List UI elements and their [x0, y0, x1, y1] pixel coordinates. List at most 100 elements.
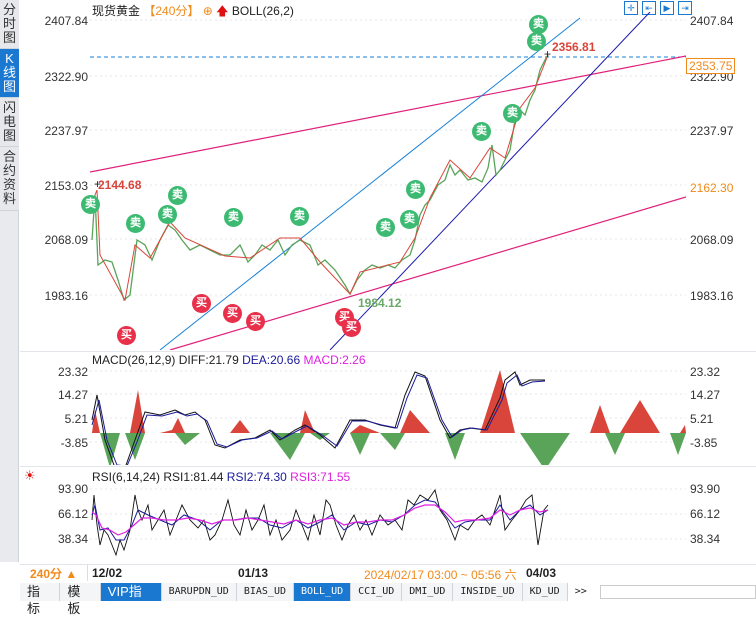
- macd-tick: 14.27: [57, 388, 88, 402]
- rsi1-value: RSI1:81.44: [163, 470, 224, 484]
- time-axis: [20, 564, 756, 582]
- panel-divider: [20, 351, 756, 352]
- rsi-tick-right: 66.12: [690, 507, 721, 521]
- sidebar-tab-contract[interactable]: 合约资料: [0, 147, 19, 211]
- sell-signal-icon[interactable]: 卖: [527, 32, 546, 51]
- y-tick-right: 1983.16: [690, 289, 734, 303]
- sun-settings-icon[interactable]: ☀: [24, 468, 36, 483]
- current-price-badge: 2353.75: [686, 58, 736, 74]
- indicator-search-box[interactable]: [599, 585, 756, 599]
- sell-signal-icon[interactable]: 卖: [168, 186, 187, 205]
- indicator-name: BOLL(26,2): [231, 4, 294, 18]
- sidebar: 分时图 K线图 闪电图 合约资料: [0, 0, 19, 562]
- indicator-tabs: 指标 模板 VIP指标 BARUPDN_UD BIAS_UD BOLL_UD C…: [20, 583, 756, 616]
- sell-signal-icon[interactable]: 卖: [126, 214, 145, 233]
- tab-boll[interactable]: BOLL_UD: [294, 583, 352, 601]
- macd-tick-right: -3.85: [690, 436, 718, 450]
- period-selector[interactable]: 240分 ▲: [20, 565, 88, 581]
- macd-tick-right: 14.27: [690, 388, 721, 402]
- instrument-name: 现货黄金: [92, 4, 141, 18]
- main-price-chart[interactable]: + +: [90, 12, 686, 350]
- macd-chart[interactable]: [90, 365, 686, 465]
- tab-kd[interactable]: KD_UD: [522, 583, 568, 601]
- y-tick: 1983.16: [44, 289, 88, 303]
- add-indicator-icon[interactable]: ⊕: [202, 4, 213, 18]
- macd-label: MACD(26,12,9): [92, 353, 176, 367]
- sell-signal-icon[interactable]: 卖: [290, 207, 309, 226]
- prior-high-label: 2144.68: [98, 178, 142, 192]
- tab-inside[interactable]: INSIDE_UD: [453, 583, 523, 601]
- macd-value: MACD:2.26: [303, 353, 366, 367]
- y-tick-right: 2237.97: [690, 124, 734, 138]
- rsi-tick: 66.12: [57, 507, 88, 521]
- channel-price-label: 2162.30: [690, 181, 734, 195]
- y-tick: 2322.90: [44, 70, 88, 84]
- tab-indicators[interactable]: 指标: [20, 583, 61, 616]
- macd-tick: -3.85: [60, 436, 88, 450]
- sell-signal-icon[interactable]: 卖: [503, 104, 522, 123]
- rsi-label: RSI(6,14,24): [92, 470, 161, 484]
- sell-signal-icon[interactable]: 卖: [376, 218, 395, 237]
- sell-signal-icon[interactable]: 卖: [472, 122, 491, 141]
- buy-signal-icon[interactable]: 买: [246, 312, 265, 331]
- y-tick-right: 2068.09: [690, 233, 734, 247]
- rsi3-value: RSI3:71.55: [290, 470, 351, 484]
- sell-signal-icon[interactable]: 卖: [400, 210, 419, 229]
- sidebar-tab-flash[interactable]: 闪电图: [0, 98, 19, 147]
- panel-divider: [20, 466, 756, 467]
- tab-barupdn[interactable]: BARUPDN_UD: [161, 583, 237, 601]
- rsi2-value: RSI2:74.30: [226, 470, 287, 484]
- svg-text:+: +: [94, 177, 101, 191]
- macd-tick: 23.32: [57, 365, 88, 379]
- tab-dmi[interactable]: DMI_UD: [402, 583, 454, 601]
- tab-templates[interactable]: 模板: [60, 583, 101, 616]
- y-tick: 2068.09: [44, 233, 88, 247]
- chart-title: 现货黄金 【240分】 ⊕ 🡅 BOLL(26,2): [92, 2, 294, 23]
- chart-toolbar: ✛ ⇤ ▶ ⇥: [624, 1, 692, 15]
- sell-signal-icon[interactable]: 卖: [158, 205, 177, 224]
- rsi-tick: 38.34: [57, 532, 88, 546]
- crosshair-icon[interactable]: ✛: [624, 1, 638, 15]
- crosshair-time-label: 2024/02/17 03:00 ~ 05:56 六: [364, 566, 517, 583]
- tab-more-button[interactable]: >>: [567, 583, 594, 601]
- macd-tick-right: 5.21: [690, 412, 714, 426]
- svg-text:+: +: [544, 47, 551, 61]
- rsi-title: RSI(6,14,24) RSI1:81.44 RSI2:74.30 RSI3:…: [92, 470, 350, 484]
- period-label: 【240分】: [143, 4, 200, 18]
- zoom-range-icon[interactable]: ⇤: [642, 1, 656, 15]
- y-tick: 2407.84: [44, 14, 88, 28]
- rsi-tick-right: 93.90: [690, 482, 721, 496]
- rsi-tick: 93.90: [57, 482, 88, 496]
- tab-bias[interactable]: BIAS_UD: [236, 583, 294, 601]
- date-label: 01/13: [238, 566, 269, 580]
- low-label: 1984.12: [358, 296, 402, 310]
- y-tick: 2153.03: [44, 179, 88, 193]
- rsi-chart[interactable]: [90, 484, 686, 564]
- macd-tick-right: 23.32: [690, 365, 721, 379]
- tab-cci[interactable]: CCI_UD: [351, 583, 403, 601]
- sidebar-tab-kline[interactable]: K线图: [0, 49, 19, 98]
- date-label: 12/02: [92, 566, 123, 580]
- jump-end-icon[interactable]: ⇥: [678, 1, 692, 15]
- macd-title: MACD(26,12,9) DIFF:21.79 DEA:20.66 MACD:…: [92, 353, 366, 367]
- up-arrow-icon: 🡅: [216, 4, 229, 18]
- sell-signal-icon[interactable]: 卖: [81, 195, 100, 214]
- buy-signal-icon[interactable]: 买: [192, 294, 211, 313]
- buy-signal-icon[interactable]: 买: [117, 326, 136, 345]
- sell-signal-icon[interactable]: 卖: [224, 208, 243, 227]
- rsi-tick-right: 38.34: [690, 532, 721, 546]
- sell-signal-icon[interactable]: 卖: [529, 15, 548, 34]
- y-tick: 2237.97: [44, 124, 88, 138]
- high-label: 2356.81: [552, 40, 596, 54]
- date-label: 04/03: [526, 566, 557, 580]
- sidebar-tab-timeshare[interactable]: 分时图: [0, 0, 19, 49]
- play-forward-icon[interactable]: ▶: [660, 1, 674, 15]
- macd-dea: DEA:20.66: [242, 353, 301, 367]
- tab-vip-indicators[interactable]: VIP指标: [100, 583, 162, 616]
- macd-diff: DIFF:21.79: [178, 353, 239, 367]
- macd-tick: 5.21: [64, 412, 88, 426]
- buy-signal-icon[interactable]: 买: [223, 304, 242, 323]
- sell-signal-icon[interactable]: 卖: [406, 180, 425, 199]
- buy-signal-icon[interactable]: 买: [342, 318, 361, 337]
- y-tick-right: 2407.84: [690, 14, 734, 28]
